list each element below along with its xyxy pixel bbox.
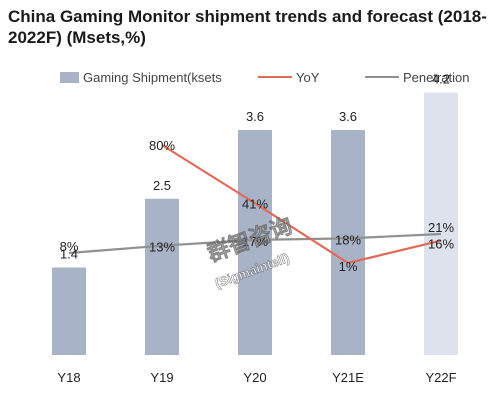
bar-value-label: 3.6	[339, 109, 357, 124]
bar-y21e	[331, 130, 365, 355]
bar-value-label: 1.4	[60, 247, 78, 262]
yoy-point-label: 16%	[428, 237, 454, 252]
x-tick-label: Y21E	[332, 370, 364, 385]
x-tick-label: Y18	[57, 370, 80, 385]
legend-swatch-gaming-shipment	[60, 72, 79, 83]
yoy-point-label: 1%	[339, 259, 358, 274]
legend: Gaming Shipment(ksets YoY Penetration	[60, 70, 470, 85]
bar-value-label: 4.2	[432, 72, 450, 87]
x-tick-label: Y19	[150, 370, 173, 385]
penetration-line	[68, 232, 442, 255]
penetration-point-label: 18%	[335, 232, 361, 247]
yoy-line	[161, 144, 442, 265]
chart-title: China Gaming Monitor shipment trends and…	[8, 7, 487, 47]
bar-y19	[145, 198, 179, 355]
yoy-point-label: 41%	[242, 196, 268, 211]
legend-label-gaming-shipment: Gaming Shipment(ksets	[83, 70, 222, 85]
yoy-point-label: 80%	[149, 138, 175, 153]
data-labels: 1.4 2.5 3.6 3.6 4.2 8% 13% 17% 18% 21% 80% 41% 1% 16%	[60, 72, 455, 275]
bar-y22f	[424, 92, 458, 355]
legend-label-penetration: Penetration	[403, 70, 470, 85]
bar-y20	[238, 130, 272, 355]
x-tick-label: Y22F	[425, 370, 456, 385]
penetration-point-label: 8%	[60, 239, 79, 254]
bar-value-label: 3.6	[246, 109, 264, 124]
bar-series	[52, 92, 458, 355]
penetration-point-label: 17%	[242, 234, 268, 249]
penetration-point-label: 21%	[428, 220, 454, 235]
x-axis: Y18 Y19 Y20 Y21E Y22F	[57, 370, 456, 385]
bar-value-label: 2.5	[153, 178, 171, 193]
x-tick-label: Y20	[243, 370, 266, 385]
line-series	[68, 144, 442, 265]
bar-y18	[52, 267, 86, 355]
penetration-point-label: 13%	[149, 240, 175, 255]
legend-label-yoy: YoY	[296, 70, 320, 85]
